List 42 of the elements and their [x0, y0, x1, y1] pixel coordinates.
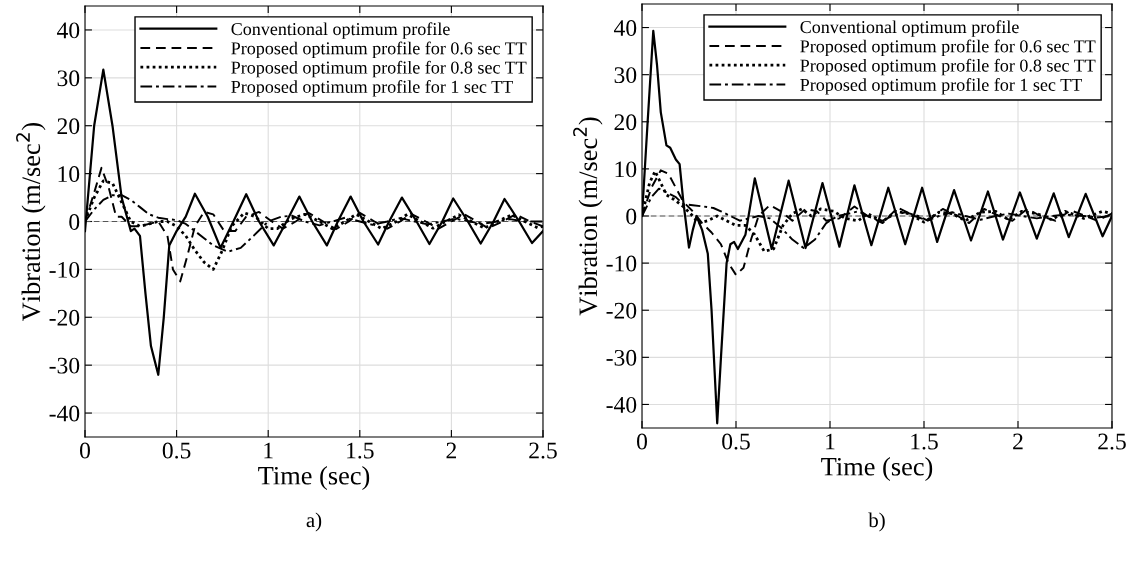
legend-label: Proposed optimum profile for 0.8 sec TT	[231, 60, 527, 78]
x-tick-label: 1	[264, 442, 273, 459]
legend-label: Proposed optimum profile for 0.8 sec TT	[800, 58, 1096, 76]
text: b)	[868, 512, 885, 532]
x-axis-title: Time (sec)	[258, 466, 370, 490]
legend-label: Proposed optimum profile for 1 sec TT	[800, 78, 1082, 95]
y-tick-label: 30	[57, 70, 80, 87]
y-tick-label: -20	[606, 302, 637, 319]
y-tick-label: 20	[57, 118, 80, 135]
y-tick-label: -40	[49, 405, 80, 422]
text: a)	[306, 512, 322, 532]
y-tick-label: -10	[606, 255, 637, 272]
y-tick-label: 10	[58, 166, 80, 183]
y-tick-label: -40	[606, 396, 637, 413]
y-tick-label: -30	[49, 357, 80, 374]
x-tick-label: 2	[1013, 433, 1023, 450]
x-tick-label: 2.5	[529, 442, 557, 459]
legend-label: Proposed optimum profile for 0.6 sec TT	[800, 39, 1096, 57]
y-tick-label: -20	[49, 309, 80, 326]
x-axis-title: Time (sec)	[821, 457, 933, 481]
x-tick-label: 1.5	[347, 442, 374, 459]
x-tick-label: 0.5	[162, 442, 191, 459]
legend-label: Conventional optimum profile	[800, 20, 1019, 37]
y-axis-title: Vibration (m/sec$^{2}$)	[16, 122, 46, 322]
y-tick-label: 40	[613, 20, 637, 36]
y-tick-label: 30	[614, 67, 637, 84]
y-tick-label: -30	[606, 349, 637, 366]
y-tick-label: 0	[626, 208, 637, 225]
y-tick-label: 20	[614, 114, 637, 131]
y-tick-label: 40	[56, 22, 80, 39]
y-axis-title: Vibration (m/sec$^{2}$)	[573, 117, 603, 316]
y-tick-label: 0	[69, 213, 80, 230]
legend-label: Proposed optimum profile for 1 sec TT	[231, 80, 513, 97]
x-tick-label: 1	[826, 433, 835, 450]
x-tick-label: 2	[446, 442, 456, 459]
x-tick-label: 1.5	[911, 433, 938, 450]
y-tick-label: -10	[49, 261, 80, 278]
y-tick-label: 10	[615, 161, 637, 178]
legend-label: Proposed optimum profile for 0.6 sec TT	[231, 41, 527, 59]
x-tick-label: 2.5	[1098, 433, 1126, 450]
legend-label: Conventional optimum profile	[231, 22, 450, 39]
x-tick-label: 0.5	[722, 433, 750, 450]
